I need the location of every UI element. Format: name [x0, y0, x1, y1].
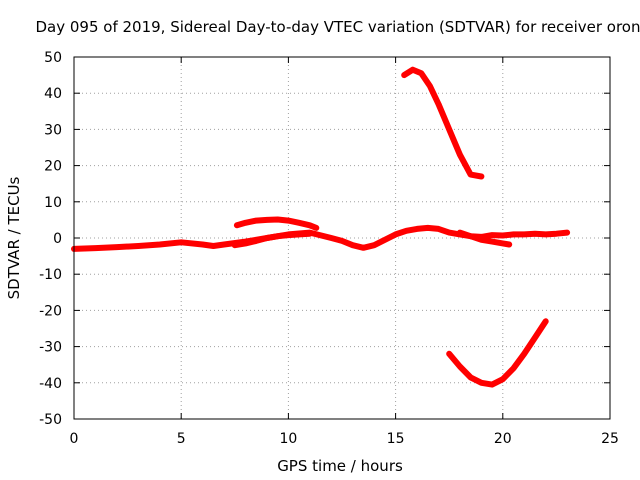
- plot-frame: [73, 56, 611, 420]
- y-tick-label: -50: [39, 412, 62, 428]
- x-tick-label: 5: [177, 431, 186, 447]
- y-tick-label: 0: [53, 231, 62, 247]
- chart-title: Day 095 of 2019, Sidereal Day-to-day VTE…: [35, 18, 640, 36]
- y-tick-label: -30: [39, 340, 62, 356]
- series-arc-7-11: [233, 216, 320, 231]
- x-tick-label: 0: [70, 431, 79, 447]
- x-tick-label: 10: [279, 431, 297, 447]
- series-dip-18-21: [456, 229, 513, 248]
- data-series: [71, 66, 571, 388]
- x-axis-label: GPS time / hours: [277, 457, 403, 475]
- x-tick-label: 25: [601, 431, 619, 447]
- y-tick-label: 20: [44, 159, 62, 175]
- y-tick-label: -40: [39, 376, 62, 392]
- y-tick-label: -20: [39, 303, 62, 319]
- y-axis-ticks: -50 -40 -30 -20 -10 0 10 20 30 40 50: [39, 50, 610, 428]
- y-axis-label: SDTVAR / TECUs: [5, 176, 23, 299]
- series-upper-descending: [401, 66, 485, 180]
- y-tick-label: 30: [44, 122, 62, 138]
- y-tick-label: 40: [44, 86, 62, 102]
- x-axis-ticks: 0 5 10 15 20 25: [70, 57, 619, 447]
- series-lower-u: [446, 318, 549, 388]
- series-lower-band-7-11: [231, 230, 313, 249]
- x-tick-label: 20: [494, 431, 512, 447]
- series-main-trace: [71, 224, 571, 252]
- x-tick-label: 15: [387, 431, 405, 447]
- y-tick-label: -10: [39, 267, 62, 283]
- y-tick-label: 50: [44, 50, 62, 66]
- y-tick-label: 10: [44, 195, 62, 211]
